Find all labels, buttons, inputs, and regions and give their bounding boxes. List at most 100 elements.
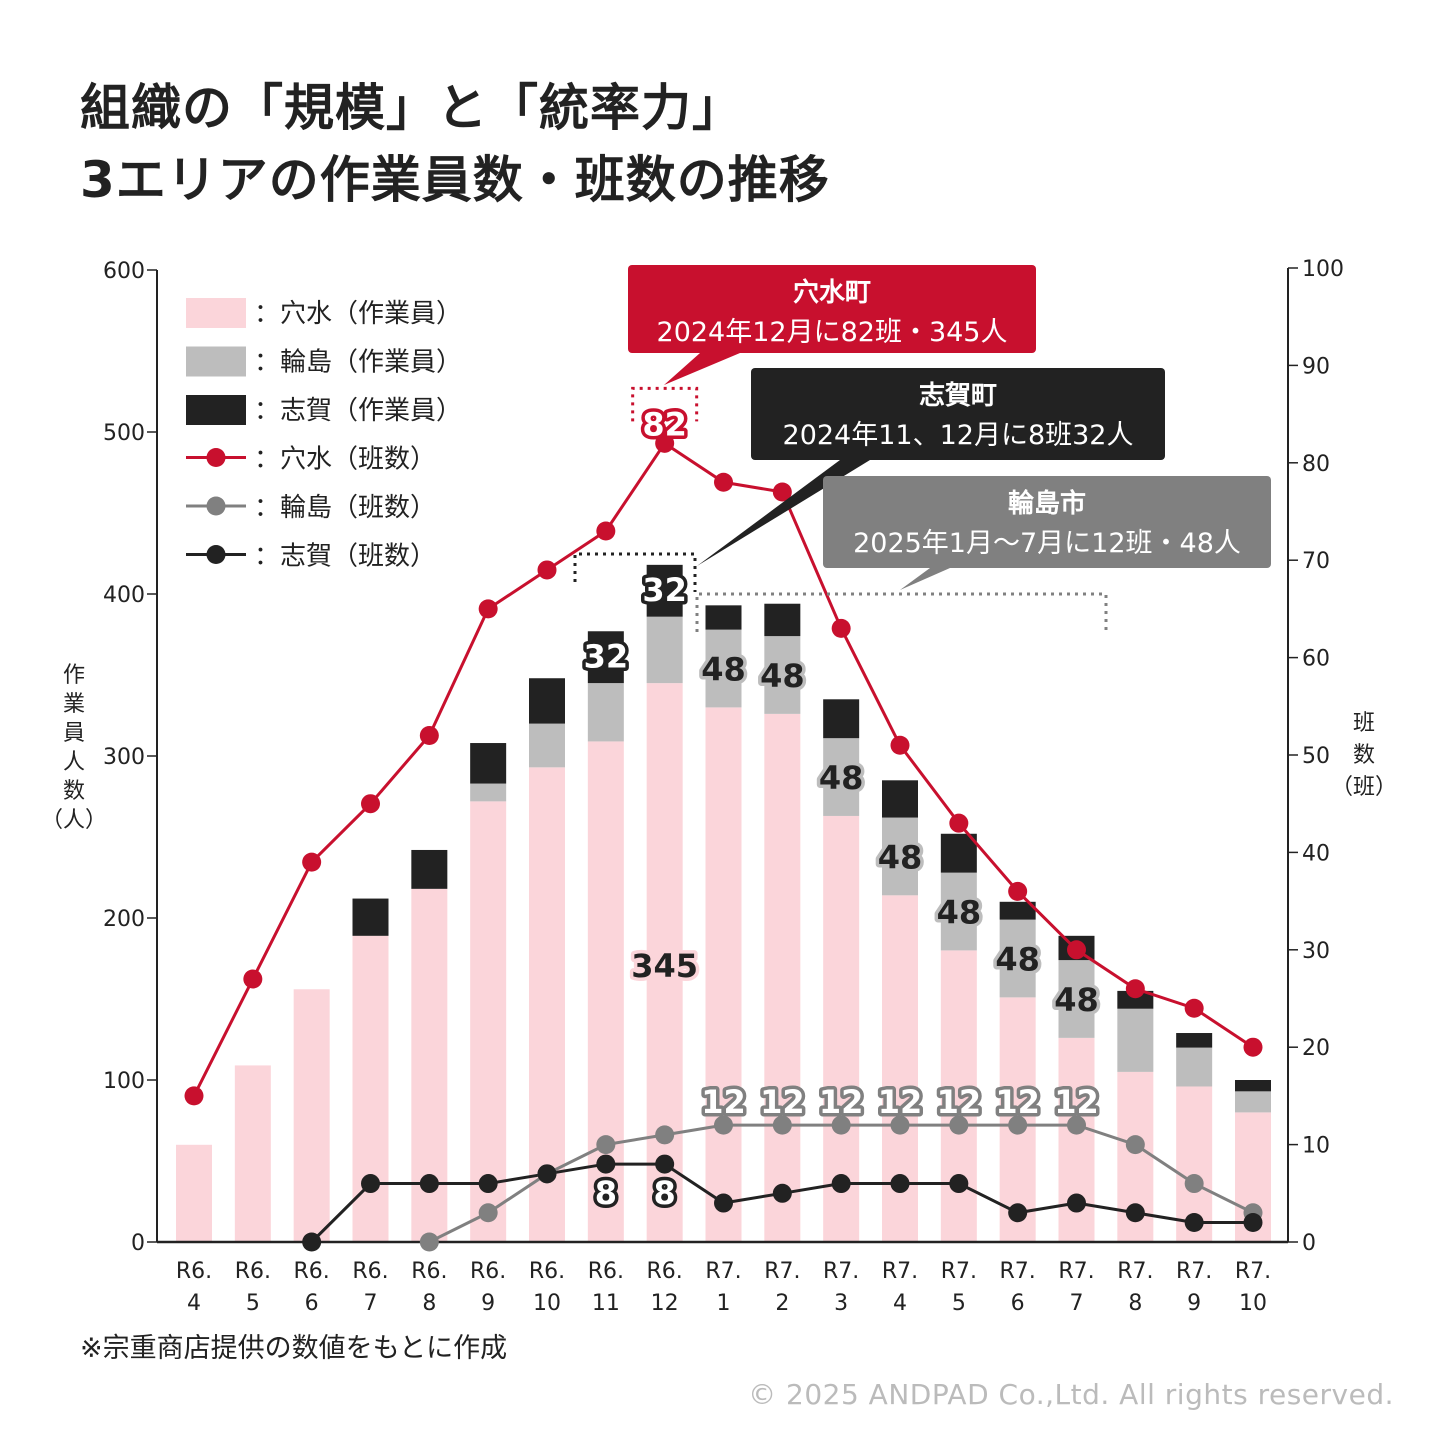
point-anamizu-3 — [361, 794, 380, 814]
y2-tick-label: 50 — [1302, 744, 1330, 769]
y-tick-label: 0 — [131, 1231, 145, 1256]
bar-shiga-18 — [1235, 1080, 1271, 1092]
x-tick-label: 5 — [246, 1291, 260, 1316]
bar-shiga-8 — [646, 564, 683, 617]
point-shiga-5 — [478, 1174, 498, 1194]
bar-shiga-6 — [529, 678, 565, 724]
point-anamizu-6 — [537, 560, 557, 580]
point-anamizu-9 — [714, 472, 733, 492]
label-wajima-teams-halo: 12 — [701, 1083, 746, 1121]
label-shiga-workers: 32 — [642, 571, 687, 609]
point-wajima-11 — [831, 1115, 851, 1135]
point-shiga-17 — [1184, 1213, 1204, 1233]
callout-anamizu-box — [628, 265, 1036, 353]
lines-layer — [184, 433, 1263, 1252]
label-anamizu-workers-halo: 345 — [631, 947, 698, 985]
point-anamizu-2 — [302, 852, 322, 872]
x-tick-label: 7 — [1070, 1291, 1084, 1316]
x-tick-label: R6. — [352, 1259, 388, 1284]
legend-label-anamizu-workers: ：穴水（作業員） — [254, 299, 462, 329]
x-tick-label: 7 — [364, 1291, 378, 1316]
x-tick-label: R7. — [1176, 1259, 1212, 1284]
label-wajima-teams-halo: 12 — [1054, 1083, 1099, 1121]
label-wajima-workers-halo: 48 — [878, 838, 923, 876]
highlight-anamizu — [631, 386, 699, 422]
label-wajima-workers-halo: 48 — [995, 941, 1040, 979]
point-wajima-15 — [1067, 1115, 1086, 1135]
label-wajima-teams: 12 — [701, 1083, 746, 1121]
x-tick-label: 3 — [834, 1291, 848, 1316]
y2-tick-label: 0 — [1302, 1231, 1316, 1256]
x-tick-label: 9 — [481, 1291, 495, 1316]
point-shiga-11 — [831, 1174, 851, 1194]
callout-anamizu-text: 2024年12月に82班・345人 — [657, 317, 1008, 348]
bar-wajima-6 — [529, 723, 565, 768]
x-tick-label: R7. — [823, 1259, 859, 1284]
bar-shiga-10 — [764, 603, 801, 637]
legend-label-wajima-teams: ：輪島（班数） — [254, 493, 436, 523]
bar-anamizu-8 — [646, 683, 683, 1242]
callout-shiga-text: 2024年11、12月に8班32人 — [783, 420, 1134, 451]
x-tick-label: 11 — [592, 1291, 620, 1316]
point-anamizu-11 — [831, 618, 851, 638]
label-wajima-teams: 12 — [937, 1083, 982, 1121]
label-anamizu-teams: 82 — [642, 405, 687, 443]
bar-anamizu-0 — [176, 1144, 212, 1242]
point-anamizu-7 — [596, 521, 616, 541]
y-tick-label: 100 — [103, 1069, 145, 1094]
y-tick-label: 200 — [103, 907, 145, 932]
x-tick-label: R6. — [588, 1259, 624, 1284]
source-note: ※宗重商店提供の数値をもとに作成 — [80, 1333, 508, 1364]
callout-wajima-box — [823, 476, 1271, 568]
y-tick-label: 300 — [103, 745, 145, 770]
chart-title: 組織の「規模」と「統率力」 3エリアの作業員数・班数の推移 — [80, 72, 830, 216]
bar-shiga-14 — [999, 901, 1036, 920]
point-shiga-15 — [1067, 1193, 1086, 1213]
legend-swatch-shiga-workers — [186, 395, 246, 425]
label-shiga-teams-halo: 8 — [654, 1174, 676, 1212]
legend: ：穴水（作業員） ：輪島（作業員） ：志賀（作業員） ：穴水（班数） ：輪島（班数） ：志… — [186, 298, 462, 572]
bar-shiga-12 — [882, 780, 918, 818]
x-tick-label: 4 — [893, 1291, 907, 1316]
y-axis-title-char: 作 — [63, 663, 85, 688]
callout-wajima-heading: 輪島市 — [1008, 488, 1086, 519]
y2-tick-label: 20 — [1302, 1036, 1330, 1061]
label-shiga-workers-halo: 32 — [584, 637, 629, 675]
legend-marker-wajima — [206, 496, 226, 516]
bar-anamizu-11 — [823, 815, 860, 1242]
point-wajima-5 — [478, 1203, 498, 1223]
point-wajima-17 — [1184, 1174, 1204, 1194]
bar-wajima-12 — [882, 817, 918, 896]
y-axis-title-char: 数 — [63, 779, 85, 804]
legend-label-wajima-workers: ：輪島（作業員） — [254, 348, 462, 378]
label-wajima-workers-halo: 48 — [937, 894, 982, 932]
point-shiga-9 — [714, 1193, 733, 1213]
x-tick-label: 5 — [952, 1291, 966, 1316]
bar-wajima-8 — [646, 616, 683, 684]
legend-label-shiga-workers: ：志賀（作業員） — [254, 396, 462, 426]
point-wajima-8 — [655, 1125, 675, 1145]
x-tick-label: 10 — [533, 1291, 561, 1316]
x-tick-label: R7. — [1117, 1259, 1153, 1284]
y2-tick-label: 30 — [1302, 939, 1330, 964]
point-wajima-12 — [890, 1115, 910, 1135]
x-tick-label: 8 — [1128, 1291, 1142, 1316]
y2-tick-label: 90 — [1302, 354, 1330, 379]
y2-tick-label: 40 — [1302, 841, 1330, 866]
callout-wajima-pointer — [900, 568, 950, 590]
legend-swatch-wajima-workers — [186, 346, 246, 377]
label-shiga-teams: 8 — [595, 1174, 617, 1212]
y-axis-title-char: 業 — [63, 692, 85, 717]
point-shiga-8 — [655, 1154, 675, 1174]
label-wajima-workers-halo: 48 — [1054, 981, 1099, 1019]
bar-wajima-10 — [764, 636, 801, 714]
label-wajima-workers: 48 — [760, 657, 805, 695]
bar-shiga-7 — [587, 631, 624, 684]
point-anamizu-5 — [478, 599, 498, 619]
label-wajima-workers: 48 — [937, 894, 982, 932]
point-wajima-4 — [419, 1232, 439, 1252]
point-anamizu-18 — [1243, 1037, 1263, 1057]
x-tick-label: R7. — [1058, 1259, 1094, 1284]
point-wajima-9 — [714, 1115, 733, 1135]
